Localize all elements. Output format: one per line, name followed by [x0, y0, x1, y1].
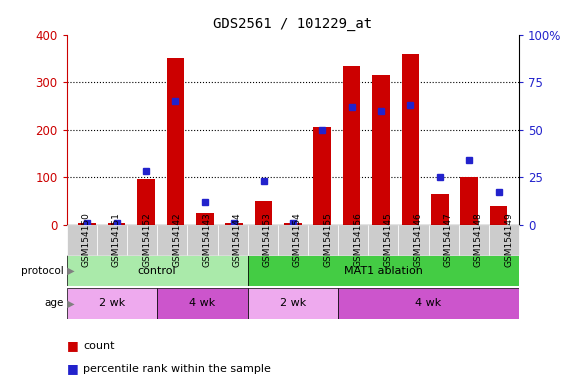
Text: 2 wk: 2 wk: [280, 298, 306, 308]
Bar: [78, 223, 96, 225]
Text: MAT1 ablation: MAT1 ablation: [344, 266, 423, 276]
Text: GSM154147: GSM154147: [444, 213, 453, 267]
Text: GSM154156: GSM154156: [353, 213, 362, 267]
Text: GSM154145: GSM154145: [383, 213, 393, 267]
Text: GSM154150: GSM154150: [82, 213, 91, 267]
Text: GSM154144: GSM154144: [233, 213, 242, 267]
Text: GDS2561 / 101229_at: GDS2561 / 101229_at: [213, 17, 372, 31]
Text: GSM154142: GSM154142: [172, 213, 182, 267]
Bar: [372, 75, 390, 225]
Text: 4 wk: 4 wk: [415, 298, 442, 308]
Text: GSM154143: GSM154143: [202, 213, 212, 267]
Text: GSM154155: GSM154155: [323, 213, 332, 267]
Text: GSM154153: GSM154153: [263, 213, 272, 267]
Bar: [248, 288, 338, 319]
Text: GSM154148: GSM154148: [474, 213, 483, 267]
Text: GSM154154: GSM154154: [293, 213, 302, 267]
Text: ■: ■: [67, 362, 82, 375]
Text: GSM154152: GSM154152: [142, 213, 151, 267]
Text: GSM154151: GSM154151: [112, 213, 121, 267]
Text: ■: ■: [67, 339, 82, 352]
Bar: [67, 288, 157, 319]
Text: 4 wk: 4 wk: [189, 298, 216, 308]
Text: ▶: ▶: [64, 298, 74, 308]
Bar: [284, 223, 302, 225]
Bar: [67, 255, 248, 286]
Text: percentile rank within the sample: percentile rank within the sample: [83, 364, 271, 374]
Text: GSM154149: GSM154149: [504, 213, 513, 267]
Bar: [313, 127, 331, 225]
Bar: [137, 179, 155, 225]
Text: protocol: protocol: [21, 266, 64, 276]
Bar: [157, 288, 248, 319]
Bar: [108, 223, 125, 225]
Bar: [343, 66, 360, 225]
Bar: [196, 213, 213, 225]
Text: age: age: [45, 298, 64, 308]
Text: 2 wk: 2 wk: [99, 298, 125, 308]
Bar: [248, 255, 519, 286]
Bar: [461, 177, 478, 225]
Text: ▶: ▶: [64, 266, 74, 276]
Bar: [490, 206, 508, 225]
Bar: [226, 223, 243, 225]
Bar: [166, 58, 184, 225]
Text: GSM154146: GSM154146: [414, 213, 423, 267]
Text: count: count: [83, 341, 114, 351]
Bar: [338, 288, 519, 319]
Bar: [401, 54, 419, 225]
Text: control: control: [138, 266, 176, 276]
Bar: [255, 201, 273, 225]
Bar: [431, 194, 448, 225]
